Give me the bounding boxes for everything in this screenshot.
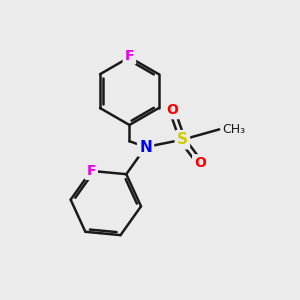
Text: CH₃: CH₃ — [222, 123, 245, 136]
Text: F: F — [124, 49, 134, 63]
Text: O: O — [166, 103, 178, 117]
Text: S: S — [177, 132, 188, 147]
Text: F: F — [86, 164, 96, 178]
Text: N: N — [139, 140, 152, 154]
Text: O: O — [194, 156, 206, 170]
